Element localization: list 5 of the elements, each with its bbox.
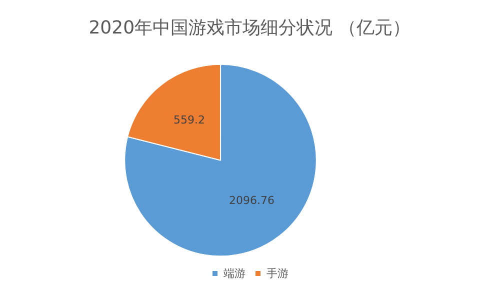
- legend-label: 端游: [224, 267, 246, 280]
- data-label: 2096.76: [229, 194, 275, 207]
- legend-label: 手游: [266, 267, 288, 280]
- chart-title: 2020年中国游戏市场细分状况 （亿元）: [88, 18, 410, 38]
- data-label: 559.2: [173, 114, 205, 127]
